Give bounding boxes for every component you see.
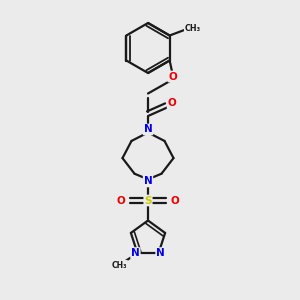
Text: N: N: [144, 124, 152, 134]
Text: O: O: [168, 71, 177, 82]
Text: S: S: [144, 196, 152, 206]
Text: O: O: [171, 196, 179, 206]
Text: CH₃: CH₃: [184, 24, 201, 33]
Text: O: O: [168, 98, 176, 109]
Text: N: N: [131, 248, 140, 258]
Text: CH₃: CH₃: [112, 261, 127, 270]
Text: N: N: [144, 176, 152, 187]
Text: O: O: [117, 196, 125, 206]
Text: N: N: [156, 248, 165, 258]
